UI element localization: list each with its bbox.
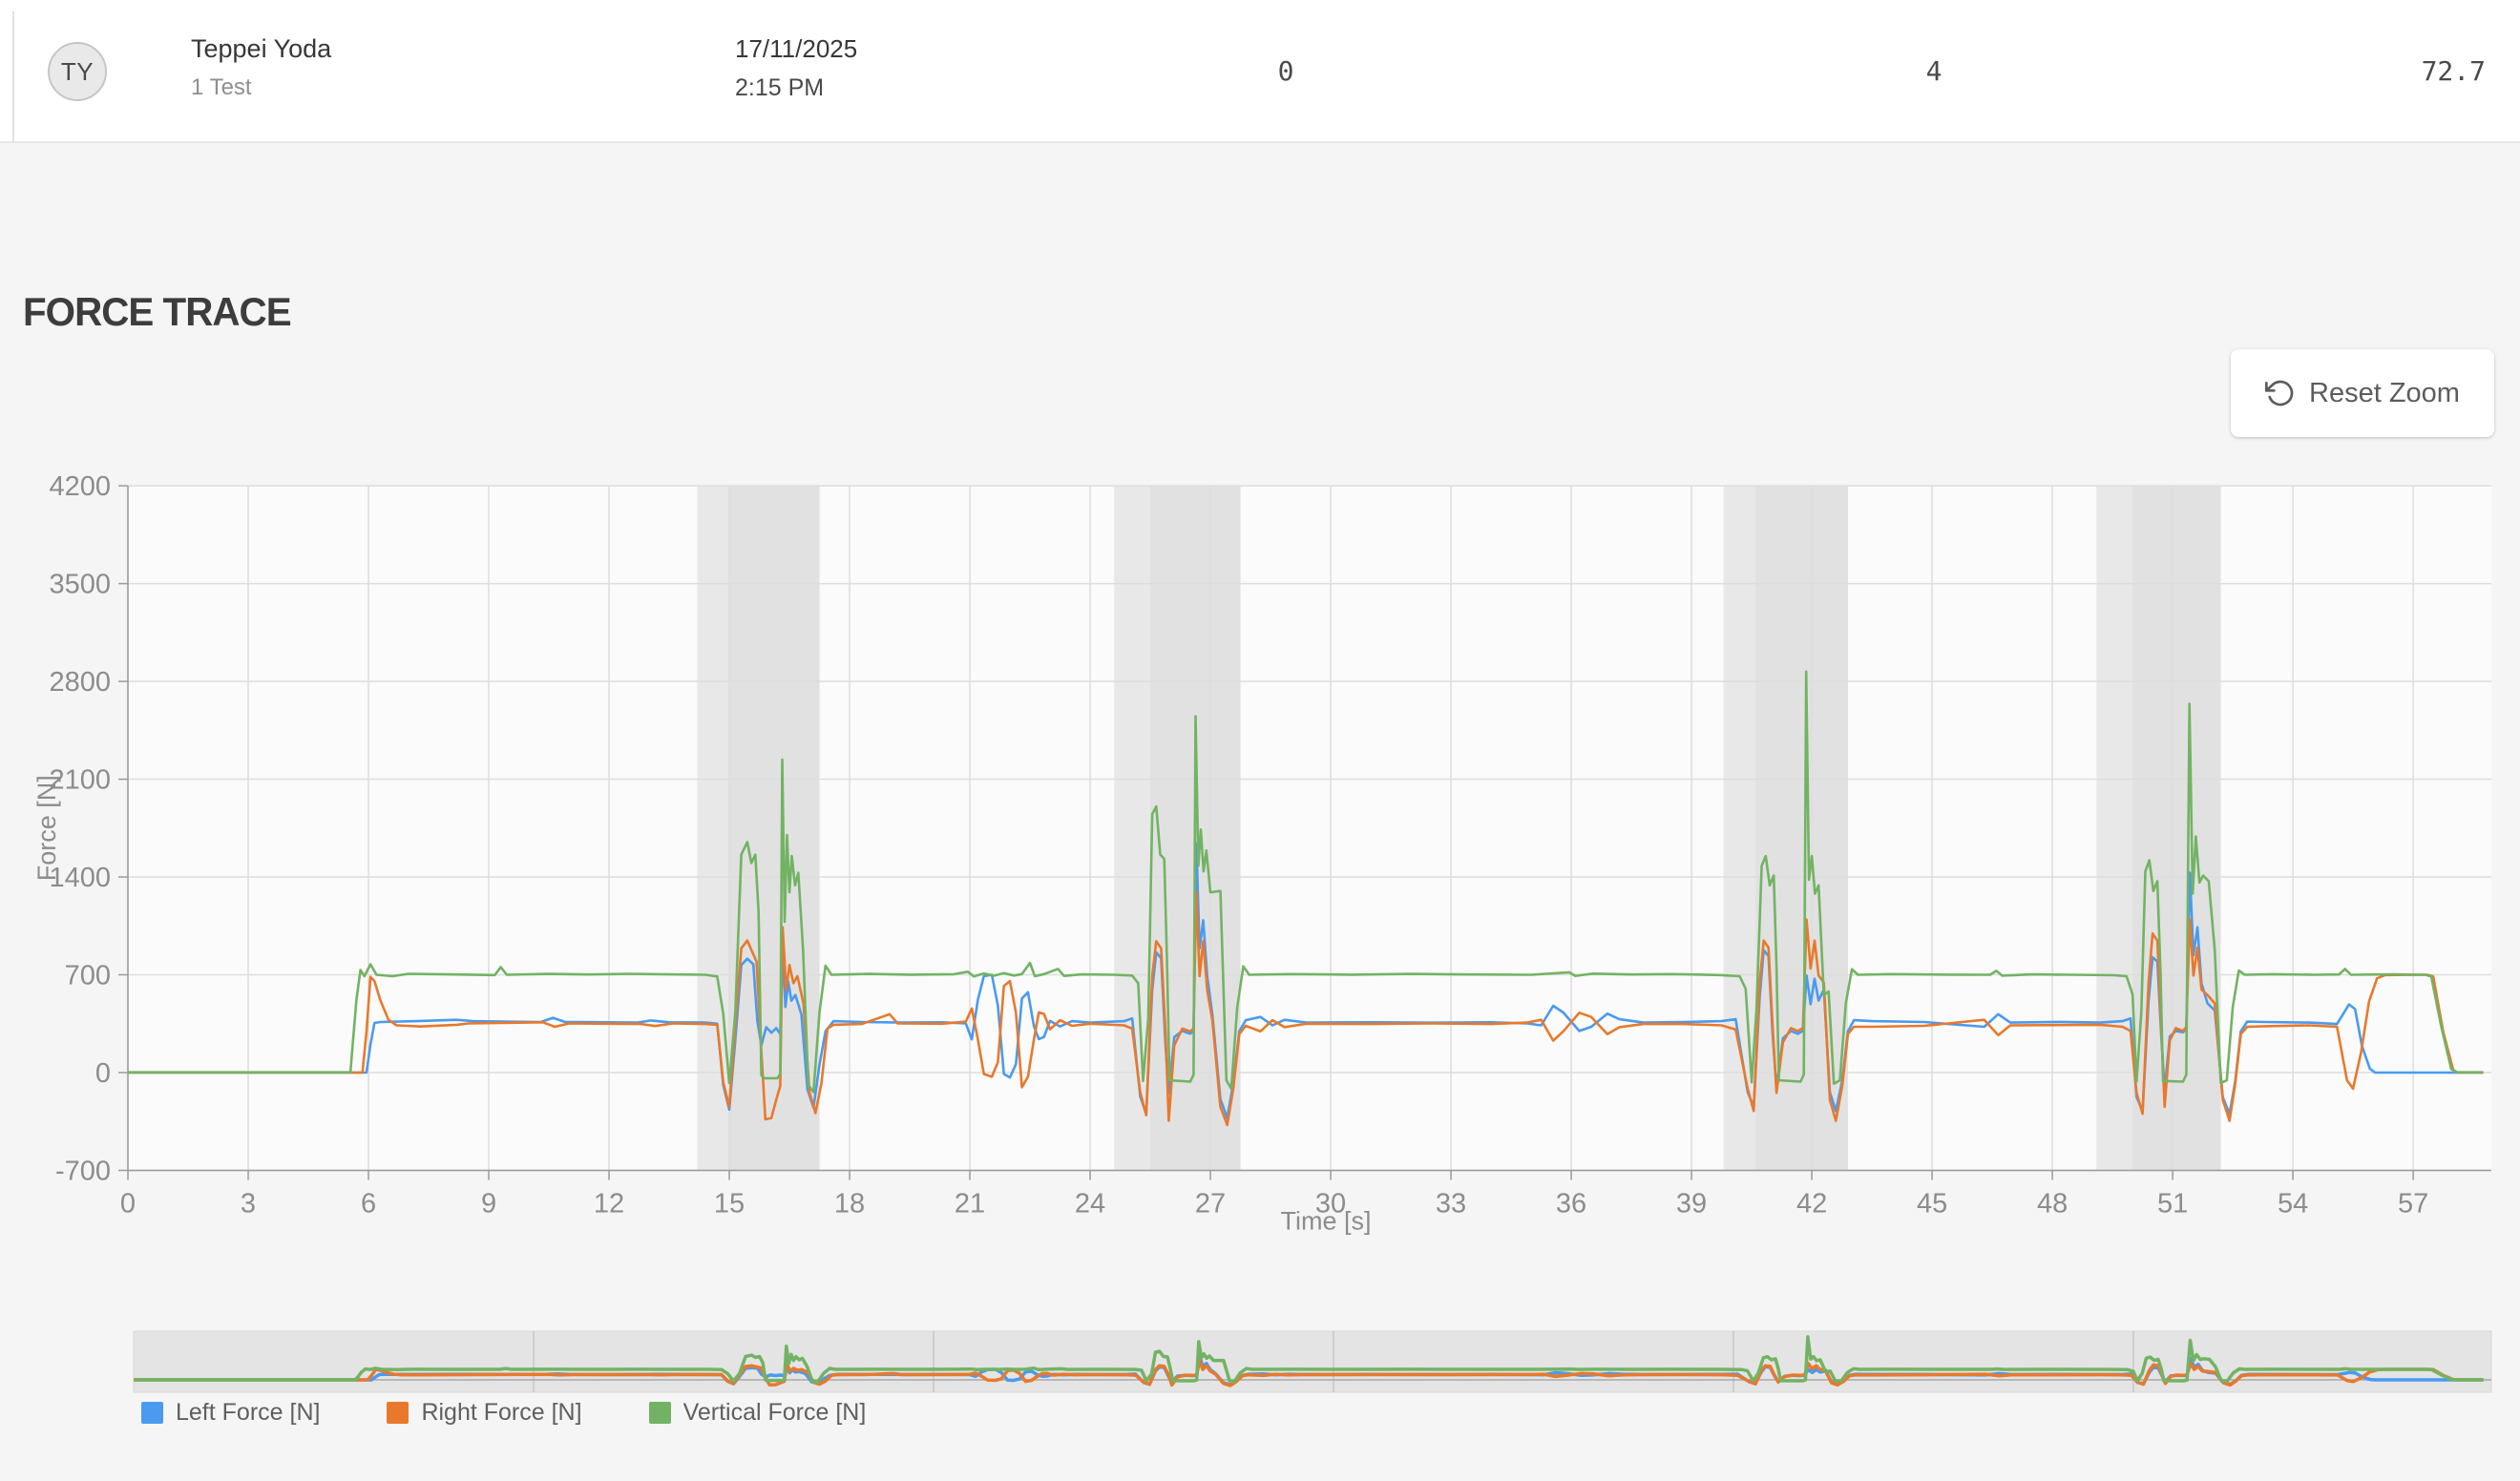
- y-tick-label: 700: [65, 961, 111, 991]
- x-tick-label: 48: [2037, 1189, 2068, 1220]
- x-tick-label: 9: [481, 1189, 496, 1220]
- navigator-line: [134, 1358, 2484, 1387]
- series-lines: [128, 670, 2484, 1127]
- y-tick-label: 0: [95, 1058, 111, 1089]
- axes: [118, 485, 2491, 1180]
- x-tick-label: 18: [834, 1189, 865, 1220]
- x-tick-label: 33: [1436, 1189, 1466, 1220]
- athlete-name: Teppei Yoda: [191, 34, 332, 63]
- vertical-force-swatch: [648, 1402, 671, 1424]
- legend-item-vertical-force[interactable]: Vertical Force [N]: [648, 1399, 867, 1427]
- left-force-swatch: [141, 1402, 163, 1424]
- test-time: 2:15 PM: [735, 74, 825, 101]
- legend-item-left-force[interactable]: Left Force [N]: [141, 1399, 320, 1427]
- y-tick-label: 3500: [49, 570, 111, 600]
- metric-value-2: 4: [1925, 55, 1942, 87]
- x-tick-label: 6: [361, 1189, 376, 1220]
- x-tick-label: 42: [1796, 1189, 1827, 1220]
- y-tick-label: 1400: [49, 863, 111, 893]
- avatar-initials: TY: [60, 56, 94, 86]
- metric-value-1: 0: [1277, 55, 1294, 87]
- x-tick-label: 54: [2278, 1189, 2308, 1220]
- x-tick-label: 3: [241, 1189, 256, 1220]
- avatar: TY: [48, 42, 107, 101]
- right-force-swatch: [387, 1402, 410, 1424]
- highlight-band-dark: [2132, 486, 2221, 1171]
- reset-zoom-button[interactable]: Reset Zoom: [2231, 349, 2494, 437]
- x-tick-label: 21: [955, 1189, 985, 1220]
- x-tick-label: 51: [2157, 1189, 2188, 1220]
- y-axis-title: Force [N]: [32, 775, 61, 881]
- chart-legend: Left Force [N] Right Force [N] Vertical …: [141, 1399, 866, 1427]
- x-tick-label: 39: [1676, 1189, 1707, 1220]
- x-tick-label: 27: [1195, 1189, 1226, 1220]
- x-axis-title: Time [s]: [1281, 1207, 1372, 1236]
- x-tick-label: 15: [714, 1189, 745, 1220]
- page-title: FORCE TRACE: [23, 289, 292, 334]
- reset-ccw-icon: [2265, 378, 2296, 408]
- series-line-vertical-force-n: [128, 670, 2484, 1094]
- x-tick-label: 30: [1315, 1189, 1346, 1220]
- legend-item-right-force[interactable]: Right Force [N]: [387, 1399, 582, 1427]
- navigator-track[interactable]: [133, 1330, 2492, 1393]
- x-tick-label: 24: [1075, 1189, 1105, 1220]
- navigator-line: [134, 1335, 2484, 1384]
- y-tick-label: -700: [55, 1156, 111, 1186]
- x-tick-label: 12: [594, 1189, 624, 1220]
- series-line-right-force-n: [128, 890, 2484, 1127]
- test-date: 17/11/2025: [735, 34, 858, 63]
- x-tick-label: 36: [1556, 1189, 1586, 1220]
- navigator-series: [134, 1335, 2484, 1387]
- legend-label: Left Force [N]: [176, 1399, 321, 1426]
- x-tick-label: 0: [120, 1189, 136, 1220]
- header-left-divider: [12, 11, 14, 141]
- x-tick-label: 57: [2398, 1189, 2428, 1220]
- y-tick-label: 2800: [49, 667, 111, 698]
- reset-zoom-label: Reset Zoom: [2309, 377, 2460, 408]
- navigator[interactable]: [133, 1330, 2492, 1393]
- y-tick-label: 4200: [49, 471, 111, 502]
- legend-label: Right Force [N]: [421, 1399, 582, 1426]
- x-tick-label: 45: [1917, 1189, 1947, 1220]
- legend-label: Vertical Force [N]: [682, 1399, 867, 1426]
- metric-value-3: 72.7: [2421, 55, 2486, 87]
- y-tick-label: 2100: [49, 765, 111, 796]
- test-count-label: 1 Test: [191, 74, 252, 100]
- result-header-row[interactable]: TY Teppei Yoda 1 Test 17/11/2025 2:15 PM…: [0, 0, 2520, 143]
